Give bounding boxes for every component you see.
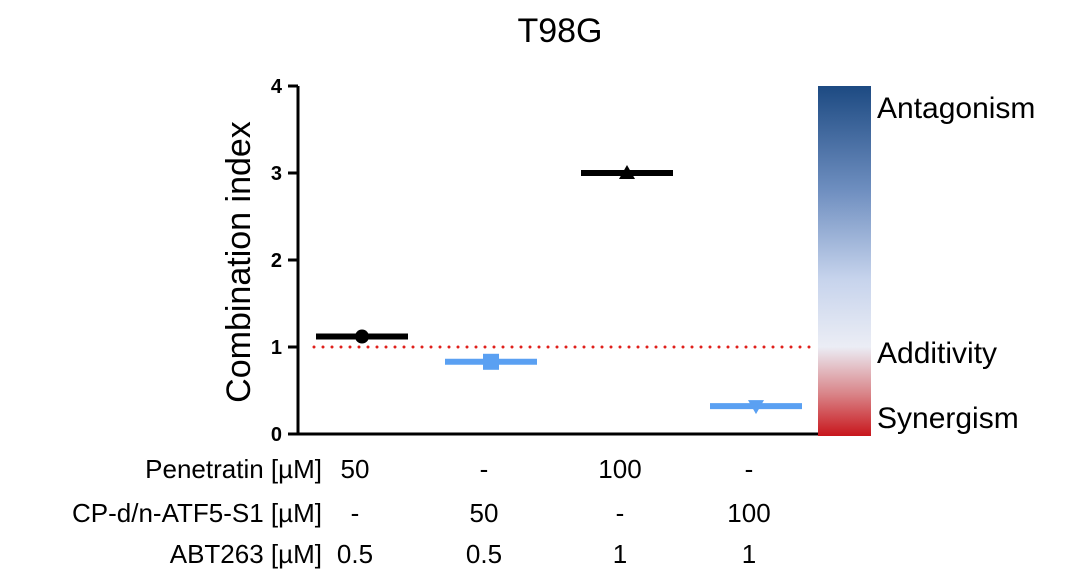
condition-row-label-2: CP-d/n-ATF5-S1 [µM] (72, 498, 322, 528)
condition-value-3-4: 1 (742, 539, 756, 569)
y-axis-label: Combination index (220, 121, 258, 403)
condition-row-label-3: ABT263 [µM] (170, 539, 322, 569)
condition-value-2-1: - (351, 498, 360, 528)
point-triangle-up-3 (619, 165, 635, 179)
condition-value-1-4: - (745, 454, 754, 484)
colorbar-labels: Antagonism Additivity Synergism (877, 92, 1035, 435)
condition-value-3-1: 0.5 (337, 539, 373, 569)
y-tick-label-1: 1 (271, 337, 282, 359)
condition-value-1-1: 50 (341, 454, 370, 484)
point-circle-1 (355, 329, 369, 344)
condition-value-2-2: 50 (470, 498, 499, 528)
condition-value-2-3: - (616, 498, 625, 528)
axes: 0 1 2 3 4 (271, 76, 818, 446)
condition-value-1-3: 100 (598, 454, 641, 484)
condition-value-2-4: 100 (727, 498, 770, 528)
condition-row-label-1: Penetratin [µM] (145, 454, 322, 484)
condition-table: Penetratin [µM] 50-100 -CP-d/n-ATF5-S1 [µM… (72, 454, 771, 569)
data-marks (316, 165, 802, 415)
condition-value-3-2: 0.5 (466, 539, 502, 569)
point-square-2 (483, 353, 499, 370)
y-tick-label-2: 2 (271, 250, 282, 272)
colorbar (818, 86, 871, 436)
colorbar-label-3: Synergism (877, 402, 1019, 435)
y-tick-label-4: 4 (271, 76, 283, 98)
y-tick-label-3: 3 (271, 163, 282, 185)
colorbar-label-1: Antagonism (877, 92, 1035, 125)
condition-value-1-2: - (480, 454, 489, 484)
condition-value-3-3: 1 (613, 539, 627, 569)
colorbar-label-2: Additivity (877, 337, 997, 370)
point-triangle-down-4 (748, 400, 764, 415)
y-tick-label-0: 0 (271, 424, 282, 446)
chart-title: T98G (517, 12, 602, 50)
